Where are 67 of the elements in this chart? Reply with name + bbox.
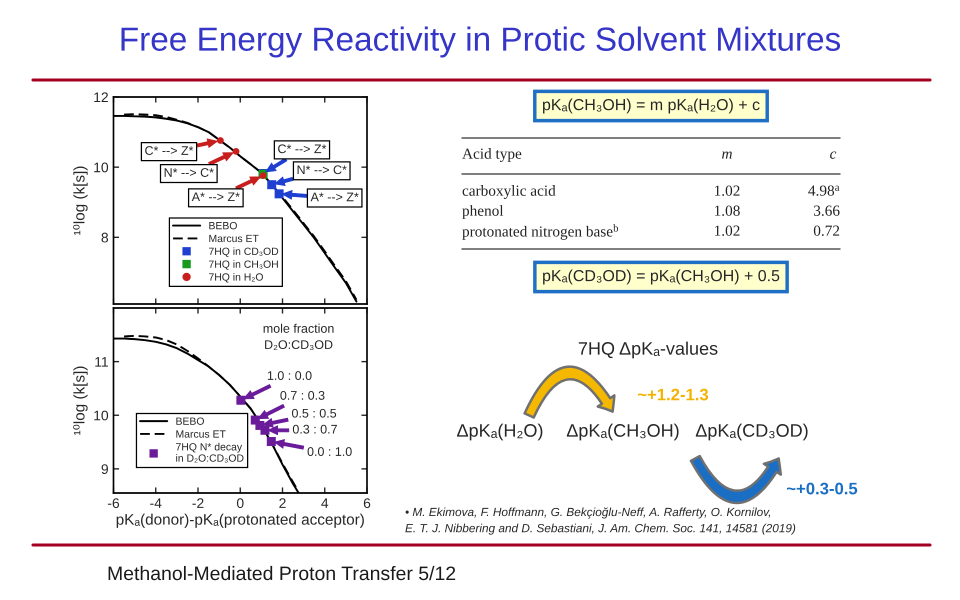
y-tick-label: 10 <box>94 162 108 172</box>
text: 1.02 <box>714 226 740 236</box>
annotation: N* --> C* <box>298 165 347 174</box>
text: 0.72 <box>814 226 840 236</box>
legend-label: Marcus ET <box>209 234 259 242</box>
point <box>236 396 246 405</box>
point <box>274 189 284 198</box>
annotation: 0.3 : 0.7 <box>292 424 337 434</box>
x-tick-label: 0 <box>236 498 244 508</box>
x-tick-label: -6 <box>108 498 120 508</box>
legend-label: 7HQ in CH₃OH <box>209 260 278 270</box>
text: 1.08 <box>714 206 740 216</box>
text: 7HQ ΔpKₐ-values <box>578 342 718 358</box>
x-tick-label: 2 <box>279 498 286 508</box>
legend-label: 7HQ in CD₃OD <box>209 247 278 257</box>
text: Free Energy Reactivity in Protic Solvent Mixtures <box>122 26 840 58</box>
annotation: C* --> Z* <box>145 146 194 155</box>
annotation: mole fraction D₂O:CD₃OD <box>264 324 334 350</box>
text: ~+0.3-0.5 <box>786 482 858 494</box>
y-axis-title: ¹⁰log (k[s]) <box>73 166 88 235</box>
text: ~+1.2-1.3 <box>638 388 708 400</box>
y-tick-label: 10 <box>94 410 108 420</box>
point <box>260 172 266 179</box>
x-axis-title: pKₐ(donor)-pKₐ(protonated acceptor) <box>116 514 364 528</box>
text: ΔpKₐ(CH₃OH) <box>566 424 679 440</box>
annotation: A* --> Z* <box>192 192 240 202</box>
point <box>266 437 276 446</box>
point <box>267 180 276 190</box>
text: ΔpKₐ(H₂O) <box>457 424 542 440</box>
text: phenol <box>462 205 504 219</box>
legend-label: Marcus ET <box>176 430 226 438</box>
text: 3.66 <box>814 206 840 216</box>
text: pKₐ(CH₃OH) = m pKₐ(H₂O) + c <box>543 98 760 114</box>
y-tick-label: 9 <box>102 464 108 474</box>
text: 1.02 <box>714 186 740 196</box>
text: pKₐ(CD₃OD) = pKₐ(CH₃OH) + 0.5 <box>543 270 780 284</box>
x-tick-label: -2 <box>192 498 204 508</box>
x-tick-label: -4 <box>150 498 162 508</box>
text: • M. Ekimova, F. Hoffmann, G. Bekçioğlu-Neff, A. Rafferty, O. Kornilov, E. T. J. Nibbering and D. Sebastiani, J. Am. Chem. Soc. 141, 14581 (2019) <box>405 507 796 535</box>
annotation: A* --> Z* <box>310 192 359 202</box>
legend-label: 7HQ N* decay in D₂O:CD₃OD <box>176 442 244 463</box>
legend-label: BEBO <box>209 222 237 230</box>
text: Acid type <box>462 148 522 162</box>
legend-label: 7HQ in H₂O <box>209 273 263 283</box>
x-tick-label: 6 <box>364 498 370 508</box>
point <box>232 148 240 155</box>
annotation: 0.7 : 0.3 <box>280 390 325 400</box>
annotation: 0.5 : 0.5 <box>292 408 336 418</box>
text: Methanol-Mediated Proton Transfer 5/12 <box>108 566 456 580</box>
text: c <box>830 151 836 159</box>
annotation: 1.0 : 0.0 <box>268 371 312 380</box>
text: protonated nitrogen base$^{b}$ <box>462 224 618 240</box>
annotation: N* --> C* <box>164 168 214 177</box>
point <box>216 137 224 144</box>
annotation: C* --> Z* <box>278 144 326 154</box>
y-tick-label: 11 <box>95 357 108 367</box>
text: ΔpKₐ(CD₃OD) <box>696 424 808 440</box>
y-tick-label: 8 <box>102 232 108 243</box>
y-tick-label: 12 <box>94 92 108 102</box>
legend-label: BEBO <box>176 417 204 425</box>
y-axis-title: ¹⁰log (k[s]) <box>73 366 88 435</box>
text: m <box>722 151 732 159</box>
x-tick-label: 4 <box>321 498 328 508</box>
text: carboxylic acid <box>462 185 556 199</box>
point <box>260 426 270 435</box>
text: 4.98$^{a}$ <box>808 185 840 196</box>
annotation: 0.0 : 1.0 <box>308 447 352 456</box>
